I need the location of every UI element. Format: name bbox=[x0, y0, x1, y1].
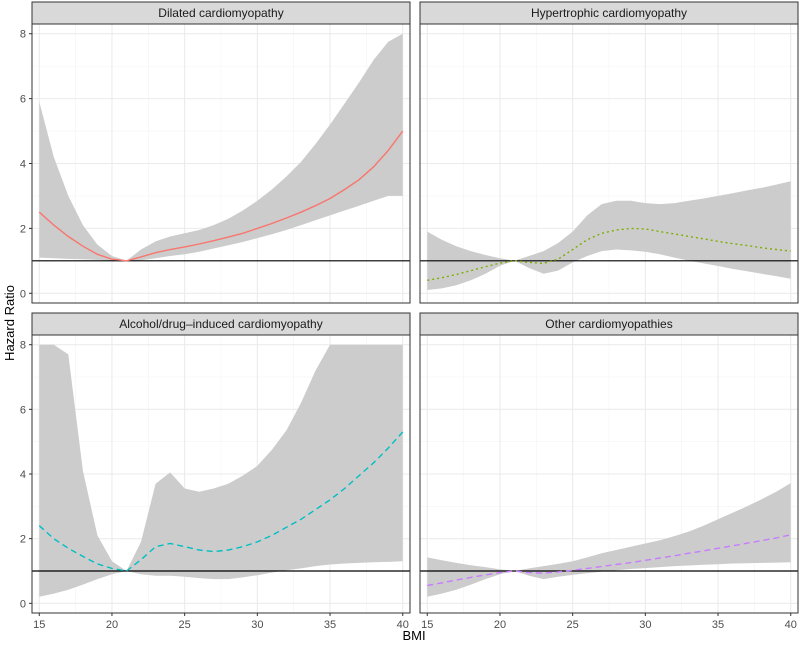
panel-3: Alcohol/drug–induced cardiomyopathy 0 2 4 6 8… bbox=[20, 312, 411, 631]
y-tick-label: 0 bbox=[20, 598, 26, 610]
panel-title: Dilated cardiomyopathy bbox=[158, 6, 283, 20]
x-tick-label: 30 bbox=[251, 619, 263, 631]
confidence-band bbox=[427, 483, 791, 597]
x-tick-label: 15 bbox=[421, 619, 433, 631]
confidence-band bbox=[427, 181, 791, 290]
y-tick-label: 0 bbox=[20, 288, 26, 300]
x-tick-label: 40 bbox=[397, 619, 409, 631]
y-axis-title: Hazard Ratio bbox=[2, 285, 17, 361]
y-tick-label: 4 bbox=[20, 469, 26, 481]
x-tick-label: 25 bbox=[567, 619, 579, 631]
y-tick-label: 2 bbox=[20, 223, 26, 235]
panel-title: Alcohol/drug–induced cardiomyopathy bbox=[119, 317, 322, 331]
x-tick-label: 25 bbox=[179, 619, 191, 631]
hazard-ratio-line bbox=[427, 534, 791, 587]
panel-4: Other cardiomyopathies 15 20 25 30 35 40 bbox=[419, 312, 799, 631]
x-tick-label: 30 bbox=[639, 619, 651, 631]
confidence-band bbox=[39, 33, 403, 261]
y-tick-label: 6 bbox=[20, 94, 26, 106]
y-tick-label: 6 bbox=[20, 404, 26, 416]
hazard-ratio-line bbox=[38, 431, 404, 572]
x-tick-label: 35 bbox=[712, 619, 724, 631]
x-tick-label: 35 bbox=[324, 619, 336, 631]
x-tick-label: 15 bbox=[33, 619, 45, 631]
y-tick-label: 8 bbox=[20, 340, 26, 352]
y-tick-label: 2 bbox=[20, 534, 26, 546]
x-tick-label: 20 bbox=[106, 619, 118, 631]
y-tick-label: 4 bbox=[20, 159, 26, 171]
panel-title: Hypertrophic cardiomyopathy bbox=[531, 6, 687, 20]
panel-border bbox=[419, 23, 799, 304]
panel-title: Other cardiomyopathies bbox=[545, 317, 672, 331]
x-axis-title: BMI bbox=[402, 628, 425, 643]
confidence-band bbox=[39, 344, 403, 597]
panel-2: Hypertrophic cardiomyopathy bbox=[419, 1, 799, 304]
hazard-ratio-line bbox=[38, 130, 404, 262]
x-tick-label: 20 bbox=[494, 619, 506, 631]
panel-border bbox=[419, 334, 799, 614]
panel-1: Dilated cardiomyopathy 0 2 4 6 8 bbox=[20, 1, 411, 304]
x-tick-label: 40 bbox=[785, 619, 797, 631]
y-tick-label: 8 bbox=[20, 29, 26, 41]
